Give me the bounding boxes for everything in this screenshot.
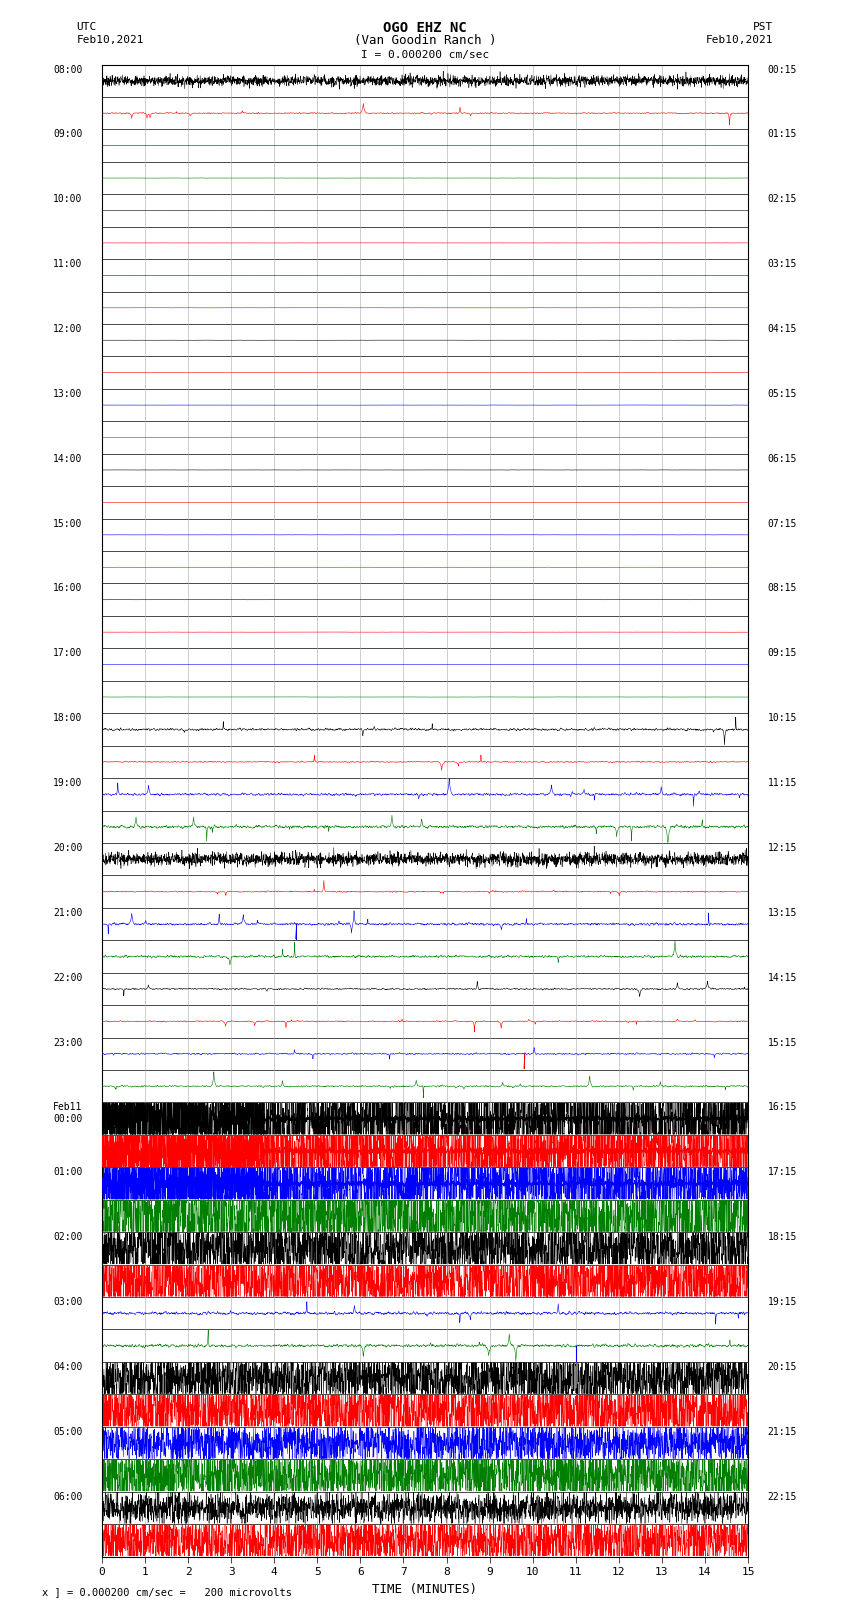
Text: 10:15: 10:15 xyxy=(768,713,796,723)
Text: 03:15: 03:15 xyxy=(768,260,796,269)
Text: 16:00: 16:00 xyxy=(54,584,82,594)
Text: Feb10,2021: Feb10,2021 xyxy=(706,35,774,45)
Text: 00:15: 00:15 xyxy=(768,65,796,74)
Text: 10:00: 10:00 xyxy=(54,194,82,205)
Text: 12:00: 12:00 xyxy=(54,324,82,334)
Text: 15:00: 15:00 xyxy=(54,519,82,529)
Text: 03:00: 03:00 xyxy=(54,1297,82,1307)
Text: 17:00: 17:00 xyxy=(54,648,82,658)
Text: 19:00: 19:00 xyxy=(54,777,82,789)
Text: 08:00: 08:00 xyxy=(54,65,82,74)
Text: 21:00: 21:00 xyxy=(54,908,82,918)
Text: 09:00: 09:00 xyxy=(54,129,82,139)
Text: 13:00: 13:00 xyxy=(54,389,82,398)
Text: 20:15: 20:15 xyxy=(768,1361,796,1373)
Text: 04:15: 04:15 xyxy=(768,324,796,334)
Text: I = 0.000200 cm/sec: I = 0.000200 cm/sec xyxy=(361,50,489,60)
Text: 14:15: 14:15 xyxy=(768,973,796,982)
Text: PST: PST xyxy=(753,23,774,32)
Text: 02:15: 02:15 xyxy=(768,194,796,205)
Text: Feb10,2021: Feb10,2021 xyxy=(76,35,144,45)
Text: OGO EHZ NC: OGO EHZ NC xyxy=(383,21,467,35)
Text: 05:00: 05:00 xyxy=(54,1428,82,1437)
Text: 02:00: 02:00 xyxy=(54,1232,82,1242)
Text: 19:15: 19:15 xyxy=(768,1297,796,1307)
Text: 05:15: 05:15 xyxy=(768,389,796,398)
Text: 23:00: 23:00 xyxy=(54,1037,82,1047)
Text: 04:00: 04:00 xyxy=(54,1361,82,1373)
Text: 20:00: 20:00 xyxy=(54,844,82,853)
Text: 14:00: 14:00 xyxy=(54,453,82,465)
Text: (Van Goodin Ranch ): (Van Goodin Ranch ) xyxy=(354,34,496,47)
Text: 22:15: 22:15 xyxy=(768,1492,796,1502)
Text: 21:15: 21:15 xyxy=(768,1428,796,1437)
Text: Feb11: Feb11 xyxy=(54,1102,82,1113)
Text: x ] = 0.000200 cm/sec =   200 microvolts: x ] = 0.000200 cm/sec = 200 microvolts xyxy=(42,1587,292,1597)
Text: 13:15: 13:15 xyxy=(768,908,796,918)
Text: 08:15: 08:15 xyxy=(768,584,796,594)
Text: 18:15: 18:15 xyxy=(768,1232,796,1242)
Text: 18:00: 18:00 xyxy=(54,713,82,723)
Text: UTC: UTC xyxy=(76,23,97,32)
Text: 15:15: 15:15 xyxy=(768,1037,796,1047)
Text: 07:15: 07:15 xyxy=(768,519,796,529)
Text: 12:15: 12:15 xyxy=(768,844,796,853)
Text: 16:15: 16:15 xyxy=(768,1102,796,1113)
Text: 09:15: 09:15 xyxy=(768,648,796,658)
Text: 01:15: 01:15 xyxy=(768,129,796,139)
Text: 17:15: 17:15 xyxy=(768,1168,796,1177)
Text: 11:00: 11:00 xyxy=(54,260,82,269)
Text: 22:00: 22:00 xyxy=(54,973,82,982)
Text: 00:00: 00:00 xyxy=(54,1113,82,1124)
Text: 06:00: 06:00 xyxy=(54,1492,82,1502)
X-axis label: TIME (MINUTES): TIME (MINUTES) xyxy=(372,1582,478,1595)
Text: 01:00: 01:00 xyxy=(54,1168,82,1177)
Text: 06:15: 06:15 xyxy=(768,453,796,465)
Text: 11:15: 11:15 xyxy=(768,777,796,789)
